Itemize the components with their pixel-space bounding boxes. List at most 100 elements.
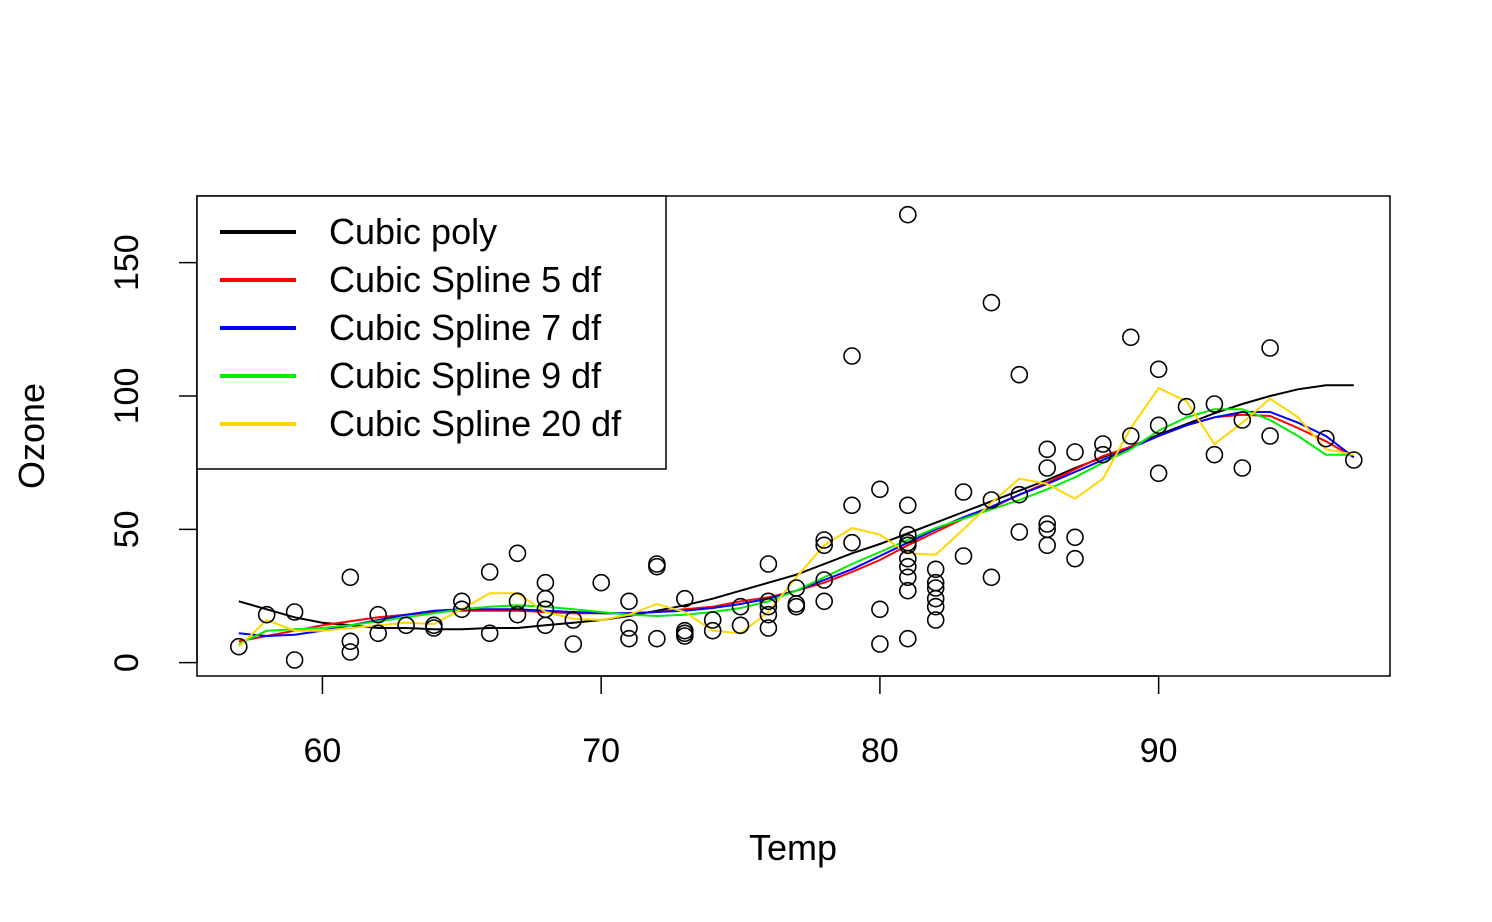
scatter-points [230, 205, 1363, 669]
data-point [982, 293, 1001, 312]
x-axis-label: Temp [749, 827, 837, 868]
data-point [843, 533, 861, 552]
data-point [926, 589, 945, 608]
data-point [926, 579, 945, 597]
x-tick-label: 70 [582, 732, 620, 770]
data-point [425, 619, 443, 637]
data-point [703, 611, 722, 629]
data-point [369, 624, 388, 643]
series-line-1 [238, 384, 1354, 631]
data-point [564, 635, 583, 653]
series-line-4 [238, 408, 1354, 645]
data-point [926, 560, 945, 579]
data-point [1317, 429, 1335, 448]
data-point [1010, 485, 1029, 504]
data-point [341, 643, 360, 661]
legend-label: Cubic Spline 20 df [329, 403, 622, 444]
data-point [452, 600, 471, 619]
data-point [1233, 459, 1252, 477]
data-point [1066, 549, 1084, 568]
data-point [1149, 416, 1168, 435]
data-point [926, 611, 945, 629]
legend: Cubic poly Cubic Spline 5 df Cubic Spline … [196, 195, 667, 470]
x-tick-label: 80 [861, 732, 899, 770]
data-point [341, 632, 360, 651]
data-point [759, 555, 778, 573]
data-point [257, 605, 276, 624]
x-tick-label: 60 [304, 732, 342, 770]
data-point [982, 568, 1001, 587]
y-axis: 0 50 100 150 [108, 234, 198, 672]
x-tick-label: 90 [1140, 732, 1178, 770]
legend-label: Cubic Spline 5 df [329, 259, 602, 300]
data-point [508, 544, 527, 563]
data-point [536, 589, 555, 608]
data-point [898, 629, 917, 648]
data-point [871, 600, 889, 619]
data-point [1038, 515, 1056, 533]
data-point [1261, 427, 1279, 445]
data-point [843, 496, 861, 515]
data-point [1122, 328, 1140, 347]
data-point [230, 637, 248, 656]
data-point [564, 611, 583, 629]
data-point [397, 616, 415, 635]
y-tick-label: 100 [108, 368, 146, 425]
data-point [898, 496, 917, 515]
data-point [285, 603, 304, 621]
data-point [1122, 427, 1140, 445]
data-point [898, 205, 917, 224]
data-point [536, 573, 555, 592]
data-point [926, 597, 945, 616]
y-axis-label: Ozone [11, 383, 52, 489]
data-point [898, 536, 917, 555]
data-point [759, 597, 778, 616]
data-point [898, 549, 917, 568]
data-point [1177, 397, 1196, 416]
data-point [731, 616, 750, 635]
data-point [1205, 395, 1224, 413]
data-point [536, 616, 555, 635]
data-point [1149, 360, 1168, 379]
data-point [1345, 451, 1363, 469]
fit-lines [238, 384, 1355, 648]
y-tick-label: 0 [108, 653, 146, 672]
data-point [731, 597, 750, 616]
data-point [954, 547, 973, 565]
data-point [898, 525, 917, 544]
data-point [508, 605, 527, 624]
data-point [452, 592, 471, 611]
data-point [285, 651, 304, 669]
data-point [1149, 464, 1168, 483]
data-point [620, 619, 638, 637]
legend-label: Cubic Spline 9 df [329, 355, 602, 396]
data-point [675, 627, 694, 645]
data-point [1066, 443, 1084, 461]
data-point [759, 592, 778, 611]
legend-label: Cubic Spline 7 df [329, 307, 602, 348]
data-point [1261, 339, 1279, 357]
data-point [1066, 528, 1084, 547]
data-point [508, 592, 527, 611]
data-point [815, 531, 834, 549]
data-point [675, 589, 694, 608]
data-point [815, 536, 834, 555]
data-point [369, 605, 388, 624]
data-point [954, 483, 973, 501]
data-point [871, 480, 889, 499]
data-point [898, 568, 917, 587]
data-point [982, 491, 1001, 509]
data-point [759, 619, 778, 637]
data-point [648, 629, 666, 648]
legend-label: Cubic poly [329, 211, 497, 252]
data-point [1094, 445, 1112, 464]
data-point [341, 568, 360, 587]
data-point [1205, 445, 1224, 464]
data-point [1233, 411, 1252, 429]
data-point [815, 592, 834, 611]
series-line-5 [238, 386, 1354, 648]
data-point [620, 629, 638, 648]
data-point [898, 581, 917, 600]
data-point [703, 621, 722, 640]
